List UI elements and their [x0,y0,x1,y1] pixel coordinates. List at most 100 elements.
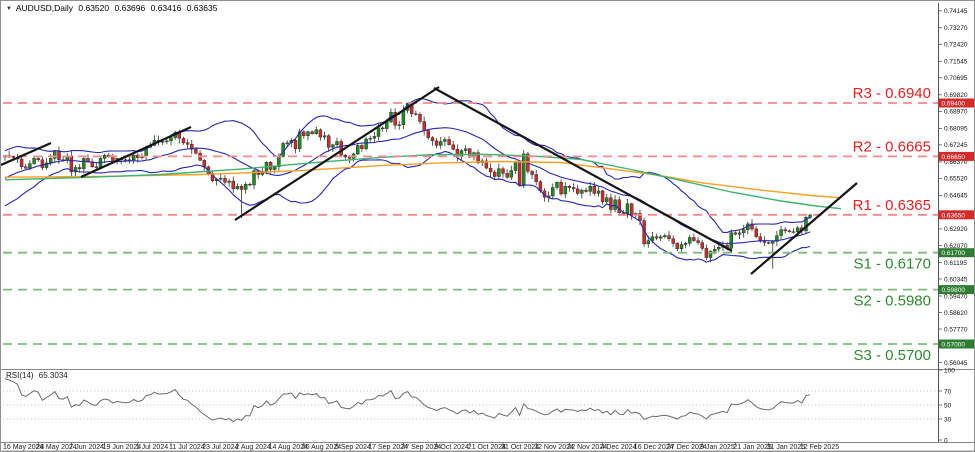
candle-body [775,235,779,242]
candle-body [733,232,738,235]
candle-body [576,188,580,194]
candle-body [418,114,422,122]
candle-body [555,182,559,188]
candle-body [426,130,430,138]
candle-body [447,139,451,145]
price-tick-label: 0.60345 [944,276,968,283]
candle-body [588,185,592,192]
candle-body [306,131,310,136]
rsi-line [4,378,811,423]
s1-level-label: S1 - 0.6170 [853,256,931,273]
support-price-badge [939,285,974,295]
price-tick-label: 0.74145 [944,8,968,15]
candle-body [376,127,381,137]
candle-body [381,127,385,129]
price-tick-label: 0.64645 [944,193,968,200]
candle-body [625,203,630,215]
trendline-2[interactable] [80,125,192,179]
candle-body [231,180,236,190]
moving-averages [4,153,842,210]
trendline-1[interactable] [1,141,52,167]
candle-body [563,185,567,195]
r2-level-label: R2 - 0.6665 [853,138,931,155]
candle-body [322,135,327,138]
date-tick-label: 16 Dec 2024 [634,444,674,451]
support-price-badge [939,248,974,258]
candle-body [613,199,617,210]
candle-body [530,171,534,175]
candle-body [663,235,667,238]
candle-body [102,154,107,159]
s2-level-label: S2 - 0.5980 [853,293,931,310]
candle-body [488,167,493,173]
candle-body [659,236,663,239]
support-price-badge [939,339,974,349]
rsi-indicator-value: 65.3034 [38,371,68,380]
fast-ma-line-green [4,153,842,210]
resistance-price-badge [939,210,974,220]
candle-body [24,166,28,169]
price-tick-label: 0.72420 [944,42,968,49]
candle-body [439,141,443,146]
price-badge-label: 0.63650 [942,212,966,219]
trendline-5[interactable] [750,182,858,275]
candle-body [779,229,783,236]
rsi-axis[interactable]: 100 70 50 30 0 [938,367,956,444]
date-tick-label: 5 Sep 2024 [335,444,371,451]
rsi-panel [1,369,974,443]
candle-body [592,185,596,194]
trendline-3[interactable] [234,86,440,221]
price-badge-label: 0.59800 [942,287,966,294]
rsi-tick-label: 70 [944,388,952,395]
resistance-price-badge [939,151,974,161]
candle-body [49,158,53,164]
ohlc-close-value: 0.63635 [186,3,218,13]
candle-body [787,230,792,232]
candle-body [766,242,771,244]
candle-body [131,154,136,161]
candle-body [111,156,115,162]
s3-level-label: S3 - 0.5700 [853,347,931,364]
candle-body [227,180,231,183]
price-axis[interactable]: 0.74145 0.73270 0.72420 0.71545 0.70695 0.698… [938,3,975,442]
date-tick-label: 22 Nov 2024 [567,444,607,451]
chart-header: ▼ AUDUSD,Daily 0.63520 0.63696 0.63416 0… [6,3,220,13]
date-tick-label: 12 Nov 2024 [534,444,574,451]
candle-body [646,240,650,245]
candle-body [580,189,584,194]
date-tick-label: 26 Aug 2024 [302,444,341,451]
date-tick-label: 9 Oct 2024 [435,444,469,451]
candle-body [219,178,223,180]
date-tick-label: 2 Aug 2024 [235,444,271,451]
candle-body [36,158,40,160]
candle-body [11,156,16,158]
slow-ma-line-orange [4,160,842,199]
candle-body [331,144,335,148]
candle-body [252,170,256,186]
candle-body [273,166,277,170]
candle-body [32,158,36,164]
rsi-indicator-label: RSI(14) 65.3034 [6,371,71,380]
candle-body [484,160,489,169]
window-bottom-strip [2,450,974,451]
candle-body [40,159,45,168]
price-tick-label: 0.69820 [944,92,968,99]
date-tick-label: 27 Sep 2024 [401,444,441,451]
candle-body [434,140,439,146]
date-tick-label: 1 Jul 2024 [136,444,168,451]
price-badge-label: 0.57000 [942,342,966,349]
price-badge-label: 0.61700 [942,250,966,257]
rsi-tick-label: 30 [944,416,952,423]
candle-body [696,240,700,243]
price-tick-label: 0.59470 [944,293,968,300]
candle-body [360,145,364,149]
date-tick-label: 23 Jul 2024 [202,444,238,451]
candle-body [551,187,555,197]
trendline-4[interactable] [433,87,733,252]
candle-body [509,170,513,178]
date-tick-label: 21 Jan 2025 [733,444,772,451]
candle-body [505,173,509,178]
